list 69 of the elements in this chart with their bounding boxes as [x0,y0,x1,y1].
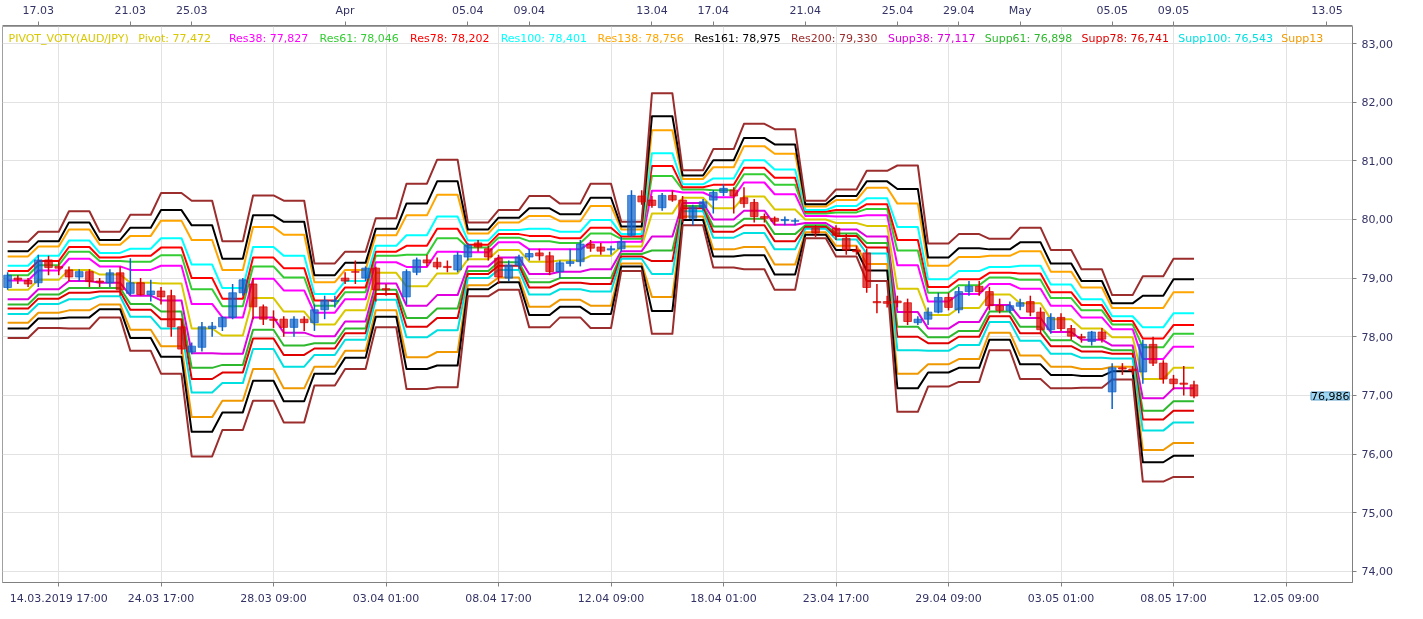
text: PIVOT_VOTY(AUD/JPY) [8,32,129,45]
text: Res161: 78,975 [694,32,781,45]
candlestick [1036,306,1045,335]
text: Supp100: 76,543 [1178,32,1273,45]
annotation: 76,986 [1311,389,1350,403]
candlestick [340,271,350,285]
y-tick-label: 79,00 [1361,272,1393,286]
category-label: 21.04 [789,3,822,17]
text: Res100: 78,401 [500,32,588,45]
candlestick [74,268,84,282]
y-tick-label: 83,00 [1361,37,1393,51]
x-tick-label: 28.03 09:00 [240,591,307,605]
category-label: 25.03 [175,3,208,17]
text: Pivot: 77,472 [138,32,211,45]
candlestick [576,239,585,268]
candlestick [1026,294,1035,317]
candlestick [126,257,135,297]
category-label: 13.05 [1311,3,1343,17]
candlestick [351,259,360,285]
category-label: 21.03 [114,3,147,17]
y-tick-label: 81,00 [1361,154,1393,168]
x-tick-label: 12.05 09:00 [1252,591,1320,605]
text: Res61: 78,046 [319,32,399,45]
candlestick [790,217,800,227]
x-tick-label: 12.04 09:00 [577,591,645,605]
text: Supp78: 76,741 [1081,32,1170,45]
x-tick-label: 29.04 09:00 [915,591,982,605]
y-tick-label: 77,00 [1361,389,1393,403]
text: Res38: 77,827 [228,32,309,45]
text: Res200: 79,330 [791,32,878,45]
candlestick [862,248,872,294]
x-tick-label: 08.05 17:00 [1140,591,1207,605]
y-tick-label: 80,00 [1361,213,1393,227]
candlestick [729,186,739,215]
candlestick [422,253,432,268]
candlestick [627,189,636,238]
candlestick [33,253,43,288]
category-label: 17.04 [697,3,730,17]
category-label: 05.04 [452,3,484,17]
category-label: May [1008,3,1032,17]
x-tick-label: 03.04 01:00 [352,591,420,605]
text: Res78: 78,202 [410,32,490,45]
category-label: 09.04 [513,3,545,17]
x-tick-label: 18.04 01:00 [690,591,757,605]
category-label: 29.04 [943,3,975,17]
category-label: 05.05 [1096,3,1128,17]
y-tick-label: 78,00 [1361,330,1393,344]
x-tick-label: 24.03 17:00 [127,591,195,605]
candlestick [606,245,616,256]
text: Supp13 [1281,32,1324,45]
candlestick [13,274,23,285]
x-tick-label: 14.03.2019 17:00 [9,591,108,605]
y-tick-label: 76,00 [1361,448,1393,462]
y-tick-label: 74,00 [1361,565,1393,579]
candlestick [473,239,483,253]
category-label: 13.04 [636,3,668,17]
x-tick-label: 23.04 17:00 [802,591,870,605]
category-label: 17.03 [22,3,55,17]
text: Supp38: 77,117 [887,32,976,45]
text: Res138: 78,756 [597,32,684,45]
category-label: Apr [335,3,356,17]
y-tick-label: 75,00 [1361,506,1393,520]
y-tick-label: 82,00 [1361,96,1393,110]
category-label: 25.04 [881,3,914,17]
candlestick [494,253,503,285]
x-tick-label: 03.05 01:00 [1027,591,1095,605]
x-tick-label: 08.04 17:00 [465,591,532,605]
text: Supp61: 76,898 [984,32,1073,45]
category-label: 09.05 [1157,3,1190,17]
